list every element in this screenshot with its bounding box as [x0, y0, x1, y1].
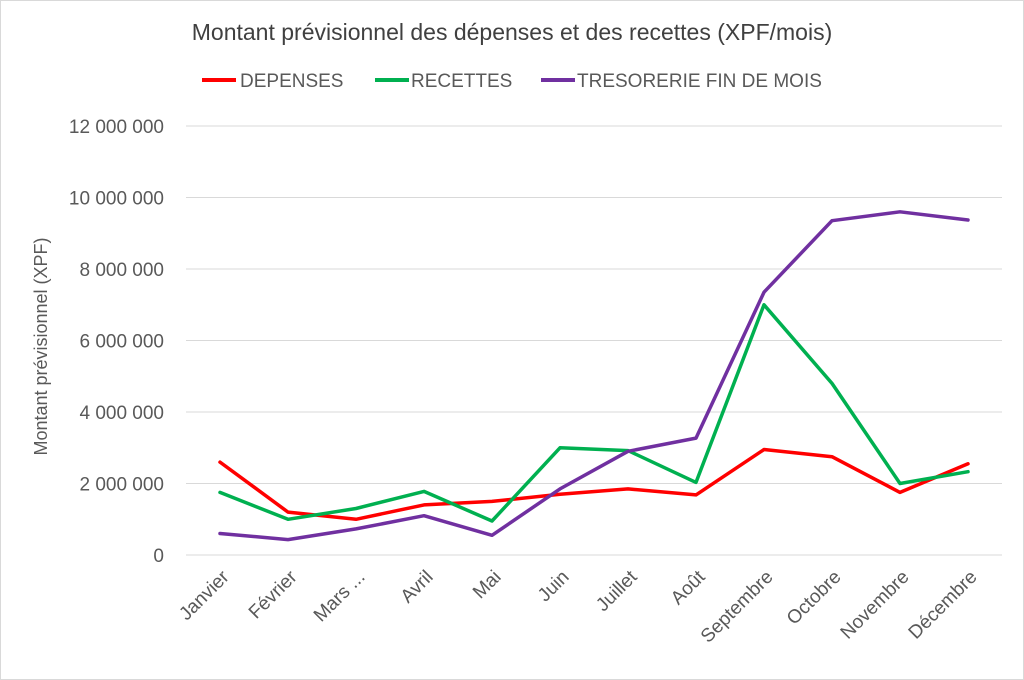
- y-tick-label: 10 000 000: [69, 189, 164, 210]
- legend-label: TRESORERIE FIN DE MOIS: [577, 71, 822, 92]
- series-lines: [218, 210, 970, 542]
- y-tick-label: 8 000 000: [79, 260, 164, 281]
- chart-title: Montant prévisionnel des dépenses et des…: [192, 19, 833, 45]
- y-axis-label: Montant prévisionnel (XPF): [31, 237, 51, 455]
- legend: DEPENSES RECETTES TRESORERIE FIN DE MOIS: [202, 71, 822, 92]
- x-tick-label: Août: [667, 566, 710, 609]
- x-tick-label: Septembre: [697, 567, 778, 648]
- x-tick-label: Mars ...: [310, 567, 370, 627]
- x-tick-label: Avril: [397, 567, 438, 608]
- x-tick-label: Octobre: [783, 567, 846, 630]
- x-tick-label: Juillet: [592, 566, 642, 616]
- x-tick-label: Mai: [469, 567, 506, 604]
- series-line-depenses: [218, 447, 970, 522]
- y-tick-label: 6 000 000: [79, 332, 164, 353]
- x-tick-label: Janvier: [175, 566, 234, 625]
- y-tick-label: 4 000 000: [79, 403, 164, 424]
- series-line-tresorerie-fin-de-mois: [218, 210, 970, 542]
- x-tick-label: Février: [245, 566, 302, 623]
- legend-label: DEPENSES: [240, 71, 343, 92]
- y-tick-label: 12 000 000: [69, 117, 164, 138]
- y-tick-label: 2 000 000: [79, 475, 164, 496]
- x-axis-tick-labels: Janvier Février Mars ... Avril Mai Juin Juille…: [175, 566, 981, 647]
- legend-label: RECETTES: [411, 71, 512, 92]
- x-tick-label: Juin: [534, 567, 573, 606]
- gridlines: [186, 125, 1002, 556]
- y-axis-tick-labels: 0 2 000 000 4 000 000 6 000 000 8 000 000 10 …: [69, 117, 164, 567]
- x-tick-label: Décembre: [905, 567, 982, 644]
- series-line-recettes: [218, 303, 970, 523]
- y-tick-label: 0: [153, 546, 164, 567]
- x-tick-label: Novembre: [837, 567, 914, 644]
